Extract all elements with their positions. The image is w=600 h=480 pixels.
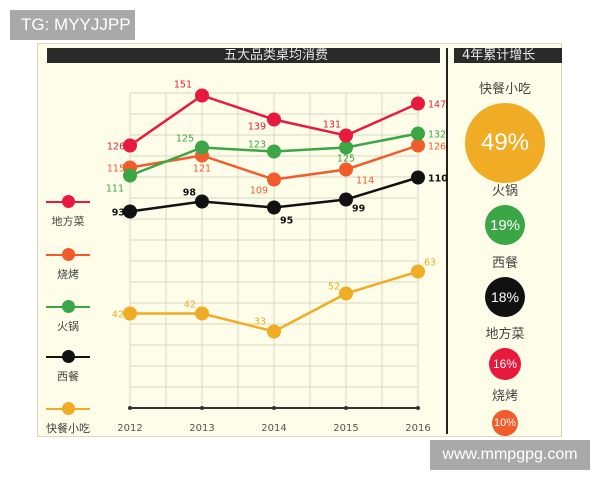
top-watermark: TG: MYYJJPP xyxy=(10,10,135,40)
data-label: 126 xyxy=(107,142,125,153)
data-label: 139 xyxy=(248,122,266,133)
data-label: 42 xyxy=(112,310,124,321)
data-label: 111 xyxy=(106,184,124,195)
legend-label: 火锅 xyxy=(57,320,79,333)
series-地方菜: 126 151 139 131 147 xyxy=(107,80,446,153)
growth-item: 烧烤 10% xyxy=(448,385,562,436)
growth-bubble: 18% xyxy=(485,277,525,317)
data-label: 99 xyxy=(352,204,365,215)
legend-marker-icon xyxy=(38,402,98,416)
data-point xyxy=(411,138,425,153)
data-point xyxy=(411,170,425,185)
data-point xyxy=(339,286,353,301)
x-tick-label: 2016 xyxy=(405,423,430,434)
data-label: 132 xyxy=(428,130,446,141)
data-label: 126 xyxy=(428,142,446,153)
data-point xyxy=(195,306,209,321)
data-label: 147 xyxy=(428,100,446,111)
data-label: 42 xyxy=(184,300,196,311)
data-label: 123 xyxy=(248,140,266,151)
data-point xyxy=(267,144,281,159)
growth-bubble: 10% xyxy=(492,410,518,436)
data-point xyxy=(195,194,209,209)
growth-bubble: 49% xyxy=(465,103,545,183)
series-西餐: 93 98 95 99 110 xyxy=(112,170,448,227)
data-point xyxy=(195,88,209,103)
chart-title: 五大品类桌均消费 xyxy=(47,48,440,63)
data-point xyxy=(411,264,425,279)
legend-marker-icon xyxy=(38,350,98,364)
legend-marker-icon xyxy=(38,248,98,262)
growth-label: 西餐 xyxy=(491,256,518,271)
growth-panel-title: 4年累计增长 xyxy=(454,48,562,63)
growth-item: 快餐小吃 49% xyxy=(448,78,562,183)
data-point xyxy=(339,128,353,143)
legend-label: 地方菜 xyxy=(51,215,85,228)
legend-item: 地方菜 xyxy=(38,195,98,229)
data-point xyxy=(267,172,281,187)
growth-label: 烧烤 xyxy=(491,389,518,404)
series-火锅: 111 125 123 125 132 xyxy=(106,126,446,195)
data-label: 63 xyxy=(424,258,436,269)
legend-marker-icon xyxy=(38,300,98,314)
x-tick-label: 2015 xyxy=(333,423,358,434)
data-point xyxy=(123,306,137,321)
legend-label: 西餐 xyxy=(57,370,79,383)
series-快餐小吃: 42 42 33 52 63 xyxy=(112,258,436,339)
legend-marker-icon xyxy=(38,195,98,209)
legend-item: 快餐小吃 xyxy=(38,402,98,436)
data-label: 131 xyxy=(323,120,341,131)
data-label: 95 xyxy=(280,216,293,227)
legend-item: 火锅 xyxy=(38,300,98,334)
x-tick-label: 2012 xyxy=(117,423,142,434)
data-point xyxy=(411,126,425,141)
data-label: 52 xyxy=(328,282,340,293)
data-point xyxy=(339,192,353,207)
data-label: 33 xyxy=(254,317,266,328)
data-label: 114 xyxy=(356,176,374,187)
growth-item: 火锅 19% xyxy=(448,180,562,245)
data-point xyxy=(267,324,281,339)
legend-label: 快餐小吃 xyxy=(46,422,90,435)
growth-label: 火锅 xyxy=(491,184,518,199)
data-point xyxy=(411,96,425,111)
growth-item: 西餐 18% xyxy=(448,252,562,317)
data-point xyxy=(195,140,209,155)
data-point xyxy=(267,200,281,215)
data-label: 98 xyxy=(183,188,197,199)
data-label: 115 xyxy=(107,164,125,175)
data-label: 110 xyxy=(428,174,448,185)
x-tick-label: 2014 xyxy=(261,423,286,434)
data-label: 151 xyxy=(174,80,192,91)
legend-item: 西餐 xyxy=(38,350,98,384)
panel-divider xyxy=(446,48,448,434)
growth-bubble: 19% xyxy=(485,205,525,245)
growth-item: 地方菜 16% xyxy=(448,323,562,380)
growth-label: 快餐小吃 xyxy=(478,82,531,97)
data-point xyxy=(339,140,353,155)
data-label: 93 xyxy=(112,208,125,219)
grid xyxy=(129,92,419,408)
data-point xyxy=(123,138,137,153)
x-tick-label: 2013 xyxy=(189,423,214,434)
data-point xyxy=(123,204,137,219)
legend-item: 烧烤 xyxy=(38,248,98,282)
data-point xyxy=(339,162,353,177)
bottom-watermark: www.mmpgpg.com xyxy=(430,440,590,470)
data-point xyxy=(267,112,281,127)
data-label: 121 xyxy=(193,164,211,175)
growth-label: 地方菜 xyxy=(485,327,525,342)
data-label: 125 xyxy=(176,134,194,145)
legend-label: 烧烤 xyxy=(57,268,79,281)
data-label: 125 xyxy=(337,154,355,165)
data-point xyxy=(123,168,137,183)
growth-bubble: 16% xyxy=(489,348,521,380)
data-label: 109 xyxy=(250,186,268,197)
